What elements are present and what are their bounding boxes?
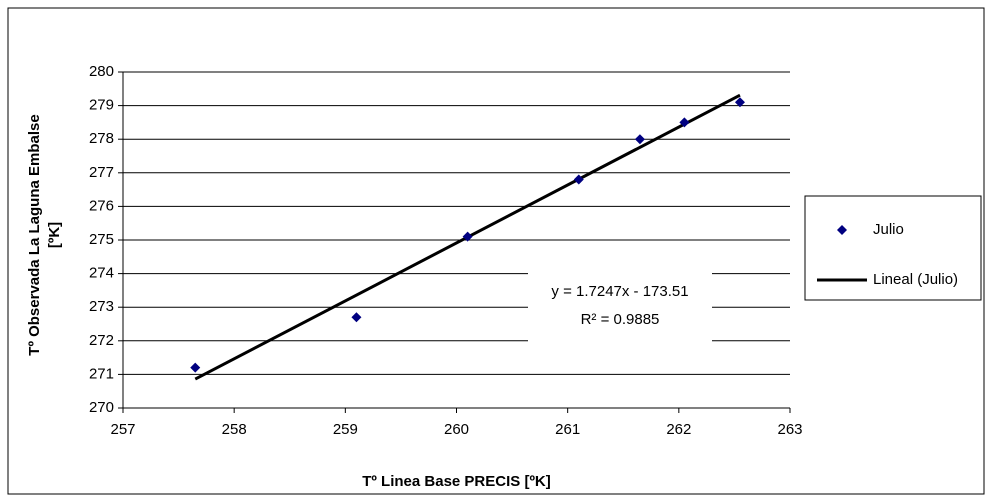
x-tick-label: 260	[444, 421, 469, 438]
y-tick-label: 276	[89, 197, 114, 214]
y-tick-label: 271	[89, 365, 114, 382]
y-tick-label: 280	[89, 63, 114, 80]
data-point	[679, 117, 690, 128]
y-tick-label: 277	[89, 164, 114, 181]
annotation: R² = 0.9885	[581, 311, 660, 328]
x-tick-label: 262	[666, 421, 691, 438]
y-tick-label: 272	[89, 332, 114, 349]
legend-label: Julio	[873, 221, 904, 238]
legend-box	[804, 195, 982, 301]
legend-marker	[837, 225, 847, 235]
data-point	[573, 174, 584, 185]
x-tick-label: 258	[222, 421, 247, 438]
x-tick-label: 261	[555, 421, 580, 438]
y-tick-label: 275	[89, 231, 114, 248]
x-tick-label: 259	[333, 421, 358, 438]
x-tick-label: 257	[110, 421, 135, 438]
y-tick-label: 270	[89, 399, 114, 416]
y-tick-label: 274	[89, 265, 114, 282]
data-point	[462, 231, 473, 242]
data-point	[634, 134, 645, 145]
y-axis-title: [ºK]	[46, 222, 63, 248]
x-axis-title: Tº Linea Base PRECIS [ºK]	[362, 473, 551, 490]
y-tick-label: 273	[89, 298, 114, 315]
data-point	[734, 97, 745, 108]
annotation-box	[528, 273, 712, 345]
y-tick-label: 278	[89, 130, 114, 147]
annotation: y = 1.7247x - 173.51	[551, 283, 688, 300]
y-axis-title: Tº Observada La Laguna Embalse	[26, 114, 43, 355]
data-point	[190, 362, 201, 373]
data-point	[351, 312, 362, 323]
legend-label: Lineal (Julio)	[873, 271, 958, 288]
x-tick-label: 263	[777, 421, 802, 438]
y-tick-label: 279	[89, 97, 114, 114]
